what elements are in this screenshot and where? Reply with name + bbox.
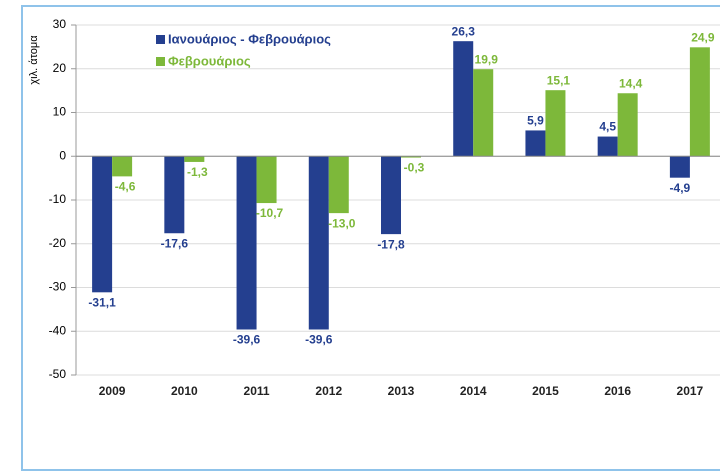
data-label: 5,9	[527, 114, 544, 128]
x-tick-label: 2015	[532, 384, 559, 398]
legend-label: Φεβρουάριος	[168, 53, 251, 68]
y-tick-label: 10	[53, 105, 67, 119]
bar	[308, 156, 329, 330]
bar	[473, 69, 494, 157]
legend-swatch	[156, 57, 165, 66]
x-tick-label: 2014	[460, 384, 487, 398]
x-tick-label: 2010	[171, 384, 198, 398]
y-tick-label: 30	[53, 17, 67, 31]
y-tick-label: 0	[59, 148, 66, 162]
data-label: -10,7	[256, 206, 284, 220]
frame	[21, 5, 720, 471]
bar	[545, 90, 566, 157]
data-label: -1,3	[187, 165, 208, 179]
data-label: 24,9	[691, 30, 715, 44]
y-tick-label: 20	[53, 61, 67, 75]
x-tick-label: 2011	[244, 384, 270, 398]
y-tick-label: -10	[49, 192, 67, 206]
bar	[236, 156, 257, 330]
x-tick-label: 2017	[677, 384, 704, 398]
bar	[92, 156, 113, 293]
bar	[669, 156, 690, 178]
bar	[525, 130, 546, 157]
bar	[381, 156, 401, 235]
x-tick-label: 2016	[604, 384, 631, 398]
data-label: -39,6	[305, 333, 333, 347]
data-label: -4,9	[670, 181, 691, 195]
bar	[164, 156, 185, 234]
data-label: -17,8	[377, 237, 405, 251]
data-label: 14,4	[619, 76, 643, 90]
data-label: -31,1	[88, 295, 116, 309]
bar	[112, 156, 133, 177]
x-tick-label: 2012	[315, 384, 342, 398]
data-label: -4,6	[115, 180, 136, 194]
bar	[328, 156, 349, 214]
data-label: -13,0	[328, 216, 356, 230]
y-tick-label: -50	[49, 367, 67, 381]
x-tick-label: 2009	[99, 384, 126, 398]
legend-label: Ιανουάριος - Φεβρουάριος	[168, 31, 331, 46]
y-tick-label: -40	[49, 323, 67, 337]
bar	[617, 93, 638, 157]
x-tick-label: 2013	[388, 384, 415, 398]
data-label: 15,1	[547, 73, 571, 87]
data-label: 4,5	[599, 120, 616, 134]
data-label: -0,3	[404, 161, 425, 175]
bar	[689, 47, 710, 157]
y-tick-label: -30	[49, 280, 67, 294]
bar	[184, 156, 205, 162]
y-axis-label: χιλ. άτομα	[28, 35, 40, 85]
y-tick-label: -20	[49, 236, 67, 250]
data-label: -17,6	[161, 236, 189, 250]
legend-swatch	[156, 35, 165, 44]
data-label: -39,6	[233, 333, 261, 347]
bar	[401, 156, 421, 158]
bar	[453, 41, 474, 157]
bar	[256, 156, 277, 204]
data-label: 26,3	[452, 24, 476, 38]
data-label: 19,9	[475, 52, 499, 66]
bar	[597, 136, 618, 157]
